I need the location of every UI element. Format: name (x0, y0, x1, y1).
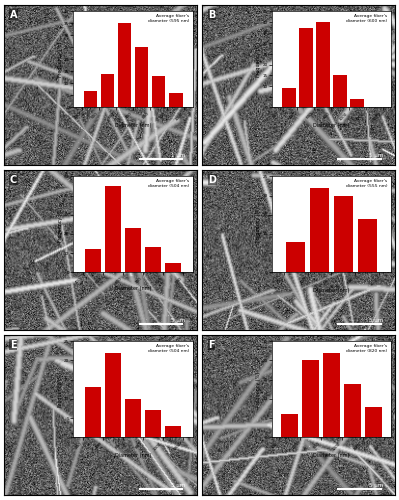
Text: B: B (208, 10, 215, 20)
Text: 5 μm: 5 μm (171, 483, 185, 488)
Text: 5 μm: 5 μm (369, 483, 383, 488)
Text: 1 μm: 1 μm (171, 153, 185, 158)
Text: F: F (208, 340, 215, 349)
Text: D: D (208, 174, 216, 184)
Text: C: C (10, 174, 17, 184)
Text: 5 μm: 5 μm (171, 318, 185, 323)
Text: A: A (10, 10, 17, 20)
Text: E: E (10, 340, 16, 349)
Text: 5 μm: 5 μm (369, 153, 383, 158)
Text: 5 μm: 5 μm (369, 318, 383, 323)
